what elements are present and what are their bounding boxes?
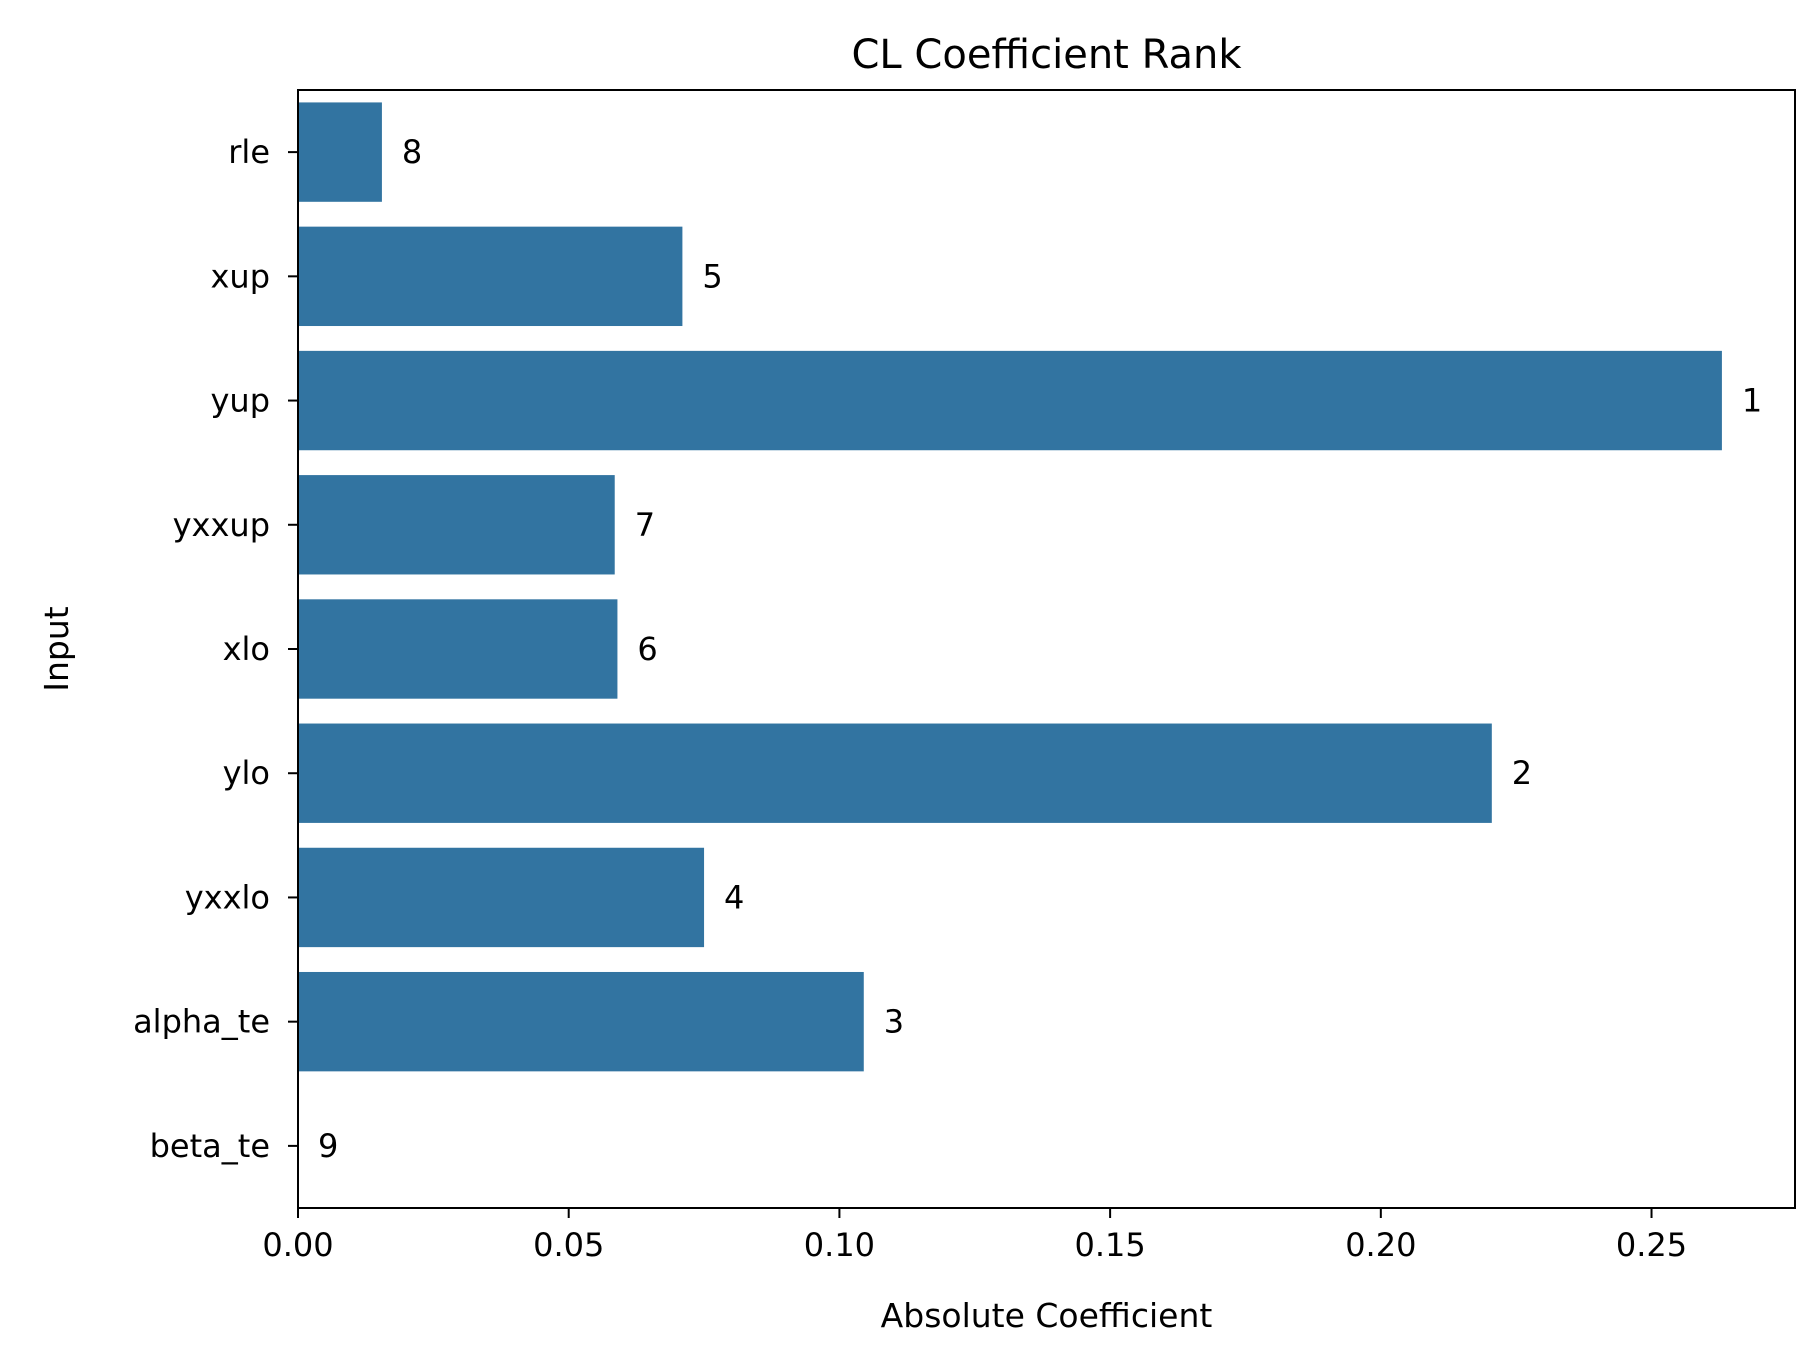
bar-value-label-yup: 1	[1742, 382, 1762, 420]
x-tick-label: 0.25	[1616, 1226, 1687, 1264]
chart-title: CL Coefficient Rank	[851, 32, 1242, 78]
y-axis-ticks: rle xup yup yxxup xlo ylo yxxlo alpha_te beta_te	[133, 133, 298, 1165]
bar-value-label-yxxlo: 4	[724, 878, 744, 916]
y-tick-label-alpha_te: alpha_te	[133, 1003, 270, 1041]
bar-value-label-rle: 8	[402, 133, 422, 171]
x-tick-label: 0.05	[533, 1226, 604, 1264]
plot-frame	[297, 89, 1796, 1209]
bar-xlo	[298, 599, 618, 699]
x-axis-label: Absolute Coefficient	[881, 1296, 1213, 1335]
y-tick-label-xup: xup	[210, 257, 270, 295]
x-tick-label: 0.15	[1074, 1226, 1145, 1264]
bar-xup	[298, 226, 683, 327]
y-tick-label-ylo: ylo	[223, 754, 270, 792]
y-tick-label-yxxup: yxxup	[173, 506, 270, 544]
y-tick-label-xlo: xlo	[223, 630, 270, 668]
bar-yup	[298, 350, 1722, 451]
bar-ylo	[298, 723, 1492, 823]
bar-yxxlo	[298, 847, 705, 948]
bar-alpha_te	[298, 971, 864, 1072]
x-tick-label: 0.10	[804, 1226, 875, 1264]
x-tick-label: 0.20	[1345, 1226, 1416, 1264]
bar-yxxup	[298, 475, 615, 575]
bar-value-label-alpha_te: 3	[884, 1003, 904, 1041]
bar-value-label-beta_te: 9	[318, 1127, 338, 1165]
bar-labels-group: 8 5 1 7 6 2 4 3 9	[318, 133, 1762, 1165]
y-axis-label: Input	[37, 606, 76, 692]
x-tick-label: 0.00	[262, 1226, 333, 1264]
y-tick-label-yup: yup	[210, 382, 270, 420]
bar-rle	[298, 102, 382, 202]
y-tick-label-yxxlo: yxxlo	[185, 878, 270, 916]
y-tick-label-beta_te: beta_te	[150, 1127, 270, 1165]
bar-value-label-xup: 5	[702, 257, 722, 295]
y-tick-label-rle: rle	[228, 133, 270, 171]
bar-value-label-yxxup: 7	[635, 506, 655, 544]
bars-group	[298, 102, 1722, 1072]
bar-value-label-ylo: 2	[1512, 754, 1532, 792]
bar-value-label-xlo: 6	[637, 630, 657, 668]
x-axis-ticks: 0.00 0.05 0.10 0.15 0.20 0.25	[262, 1208, 1687, 1264]
